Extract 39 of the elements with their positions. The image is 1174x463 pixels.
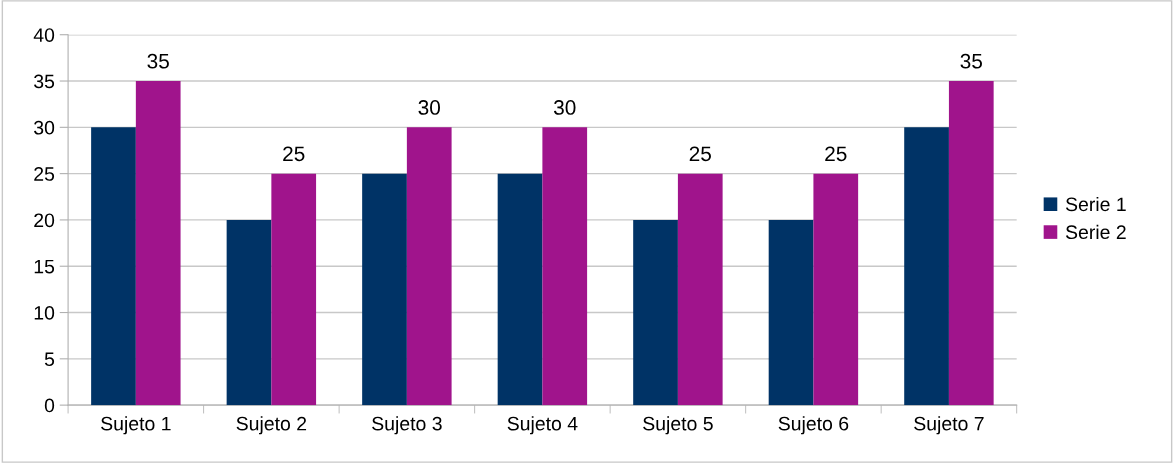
y-tick-label: 40 — [33, 28, 55, 42]
y-tick-label: 0 — [44, 398, 55, 413]
bar — [135, 81, 181, 406]
data-label: 25 — [689, 146, 711, 162]
x-tick-label: Sujeto 2 — [236, 416, 307, 435]
bar — [768, 219, 814, 406]
data-label: 25 — [825, 146, 847, 162]
data-label: 35 — [147, 53, 169, 69]
y-tick-label: 25 — [34, 167, 55, 181]
data-label: 35 — [960, 53, 982, 69]
bar — [271, 173, 317, 406]
bar — [948, 81, 994, 406]
data-label: 30 — [418, 100, 441, 115]
x-tick-label: Sujeto 7 — [914, 416, 984, 435]
bar — [633, 219, 678, 406]
y-tick-label: 35 — [34, 74, 55, 89]
bar — [904, 127, 949, 406]
bar — [226, 219, 272, 406]
y-tick-label: 30 — [34, 120, 55, 135]
bar — [91, 127, 136, 406]
bar — [362, 173, 407, 406]
x-tick-label: Sujeto 4 — [507, 416, 578, 435]
legend-label: Serie 2 — [1065, 224, 1126, 240]
data-label: 25 — [283, 146, 305, 162]
y-tick-label: 5 — [44, 352, 55, 367]
y-tick-label: 15 — [34, 259, 55, 274]
bar — [497, 173, 543, 406]
legend-label: Serie 1 — [1065, 196, 1126, 212]
x-tick-label: Sujeto 5 — [643, 416, 713, 435]
bar — [406, 127, 452, 406]
x-tick-label: Sujeto 6 — [778, 416, 849, 435]
x-tick-label: Sujeto 3 — [372, 416, 442, 435]
bar — [677, 173, 723, 406]
y-tick-label: 20 — [34, 213, 55, 228]
x-tick-label: Sujeto 1 — [101, 416, 171, 435]
y-tick-label: 10 — [34, 305, 55, 320]
data-label: 30 — [553, 100, 576, 115]
bar — [813, 173, 859, 406]
bar — [542, 127, 588, 406]
